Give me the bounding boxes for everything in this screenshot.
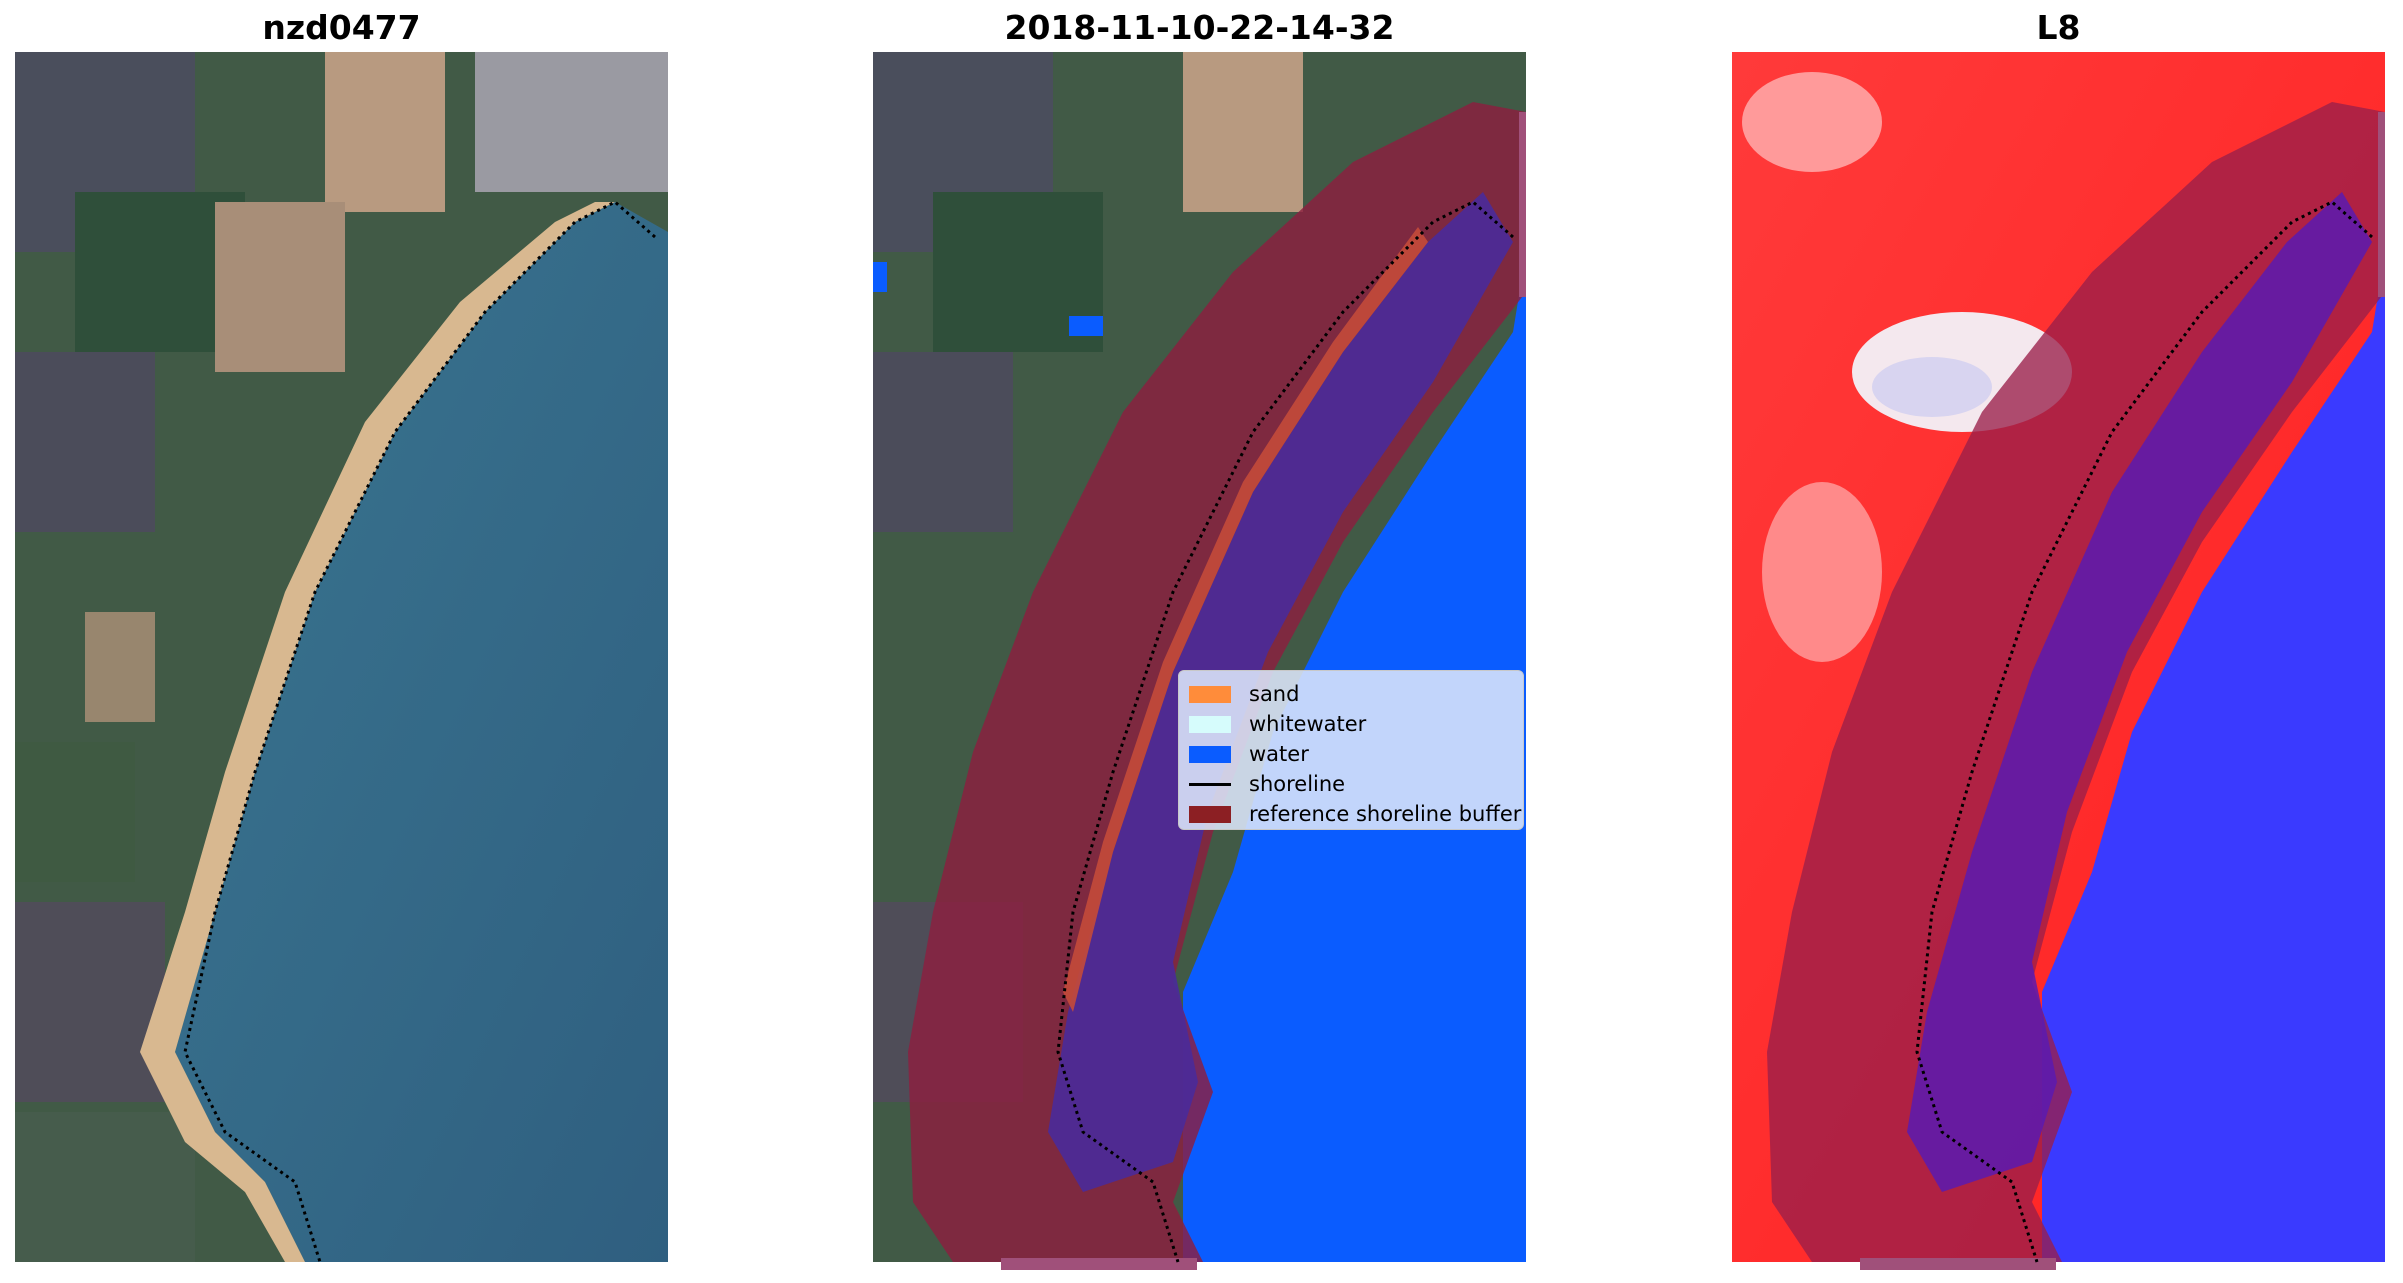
legend-label-whitewater: whitewater xyxy=(1249,712,1367,736)
sand-swatch xyxy=(1189,685,1231,703)
panel-title-rgb: nzd0477 xyxy=(262,8,421,47)
water-swatch xyxy=(1189,745,1231,763)
legend: sand whitewater water shoreline referenc… xyxy=(1178,670,1524,830)
legend-item-buffer: reference shoreline buffer xyxy=(1189,799,1521,829)
legend-item-sand: sand xyxy=(1189,679,1513,709)
shoreline-line-swatch xyxy=(1189,782,1231,786)
panel-title-index: L8 xyxy=(2036,8,2081,47)
legend-label-buffer: reference shoreline buffer xyxy=(1249,802,1522,826)
buffer-swatch xyxy=(1189,805,1231,823)
legend-label-sand: sand xyxy=(1249,682,1300,706)
legend-item-shoreline: shoreline xyxy=(1189,769,1513,799)
legend-label-shoreline: shoreline xyxy=(1249,772,1346,796)
legend-item-water: water xyxy=(1189,739,1513,769)
index-image xyxy=(1732,52,2385,1270)
panel-title-classification: 2018-11-10-22-14-32 xyxy=(1004,8,1395,47)
rgb-satellite-image xyxy=(15,52,668,1262)
legend-item-whitewater: whitewater xyxy=(1189,709,1513,739)
whitewater-swatch xyxy=(1189,715,1231,733)
legend-label-water: water xyxy=(1249,742,1309,766)
classification-image xyxy=(873,52,1526,1270)
